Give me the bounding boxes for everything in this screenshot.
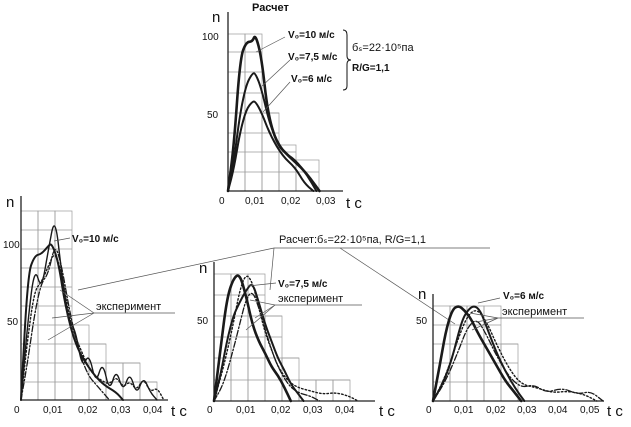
bm-experiment-label: эксперимент bbox=[278, 293, 343, 305]
bl-xtick-003: 0,03 bbox=[111, 405, 131, 416]
bm-label-v75: V₀=7,5 м/с bbox=[278, 279, 328, 290]
br-label-v6: V₀=6 м/с bbox=[503, 291, 545, 302]
bm-series-1-line bbox=[212, 274, 293, 403]
bl-experiment-label: эксперимент bbox=[96, 301, 161, 313]
br-axes bbox=[432, 294, 604, 402]
top-xlabel: t c bbox=[346, 195, 362, 212]
bl-xtick-002: 0,02 bbox=[78, 405, 98, 416]
bl-xtick-0: 0 bbox=[14, 405, 20, 416]
br-ytick-50: 50 bbox=[416, 316, 428, 327]
top-series-group bbox=[226, 35, 321, 193]
br-ylabel: n bbox=[418, 286, 426, 303]
bottom-header: Расчет:бₛ=22·10⁵па, R/G=1,1 bbox=[77, 234, 490, 325]
bl-chart: n t c 100 50 0 0,01 0,02 0,03 0,04 V₀=10… bbox=[3, 194, 187, 420]
top-series-2-line bbox=[227, 72, 318, 192]
bottom-header-text: Расчет:бₛ=22·10⁵па, R/G=1,1 bbox=[279, 234, 426, 246]
bm-xtick-003: 0,03 bbox=[303, 405, 323, 416]
bm-xtick-002: 0,02 bbox=[271, 405, 291, 416]
top-ylabel: n bbox=[212, 9, 220, 26]
bl-series-3-line bbox=[20, 254, 165, 401]
top-xtick-0: 0 bbox=[219, 196, 225, 207]
bm-ytick-50: 50 bbox=[197, 316, 209, 327]
bl-ylabel: n bbox=[6, 194, 14, 211]
bm-xtick-004: 0,04 bbox=[335, 405, 355, 416]
top-ytick-100: 100 bbox=[202, 32, 219, 43]
top-chart-title: Расчет bbox=[252, 2, 290, 14]
top-label-v75: V₀=7,5 м/с bbox=[288, 52, 338, 63]
bm-series-group bbox=[212, 274, 359, 403]
bm-xlabel: t c bbox=[379, 403, 395, 420]
bl-xtick-001: 0,01 bbox=[43, 405, 63, 416]
br-xlabel: t c bbox=[607, 403, 623, 420]
br-series-3-line bbox=[432, 310, 598, 402]
bl-axes bbox=[20, 196, 168, 401]
bl-series-1-line bbox=[20, 243, 124, 401]
br-xtick-002: 0,02 bbox=[486, 405, 506, 416]
bm-series-4-line bbox=[213, 292, 321, 402]
top-ratio: R/G=1,1 bbox=[352, 63, 390, 74]
top-xtick-002: 0,02 bbox=[281, 196, 301, 207]
bl-xlabel: t c bbox=[171, 403, 187, 420]
bl-series-4-line bbox=[20, 249, 111, 401]
top-series-1-line bbox=[226, 35, 321, 193]
br-xtick-004: 0,04 bbox=[548, 405, 568, 416]
bm-axes bbox=[213, 262, 375, 402]
bm-ylabel: n bbox=[199, 260, 207, 277]
top-label-v10: V₀=10 м/с bbox=[288, 30, 335, 41]
top-sigma: бₛ=22·10⁵па bbox=[352, 42, 414, 54]
br-xtick-0: 0 bbox=[426, 405, 432, 416]
top-axes bbox=[227, 12, 343, 192]
br-xtick-005: 0,05 bbox=[580, 405, 600, 416]
bm-chart: n t c 50 0 0,01 0,02 0,03 0,04 V₀=7,5 м/… bbox=[197, 260, 395, 420]
br-experiment-label: эксперимент bbox=[502, 306, 567, 318]
bl-ytick-100: 100 bbox=[3, 240, 20, 251]
top-brace bbox=[342, 29, 352, 91]
br-grid bbox=[432, 305, 519, 402]
br-series-4-line bbox=[432, 320, 604, 402]
top-chart: Расчет n t c 100 50 0 0,01 0,02 0,03 bbox=[202, 2, 414, 212]
br-chart: n t c 50 0 0,01 0,02 0,03 0,04 0,05 V₀=6… bbox=[416, 286, 623, 420]
bl-xtick-004: 0,04 bbox=[143, 405, 163, 416]
top-xtick-001: 0,01 bbox=[245, 196, 265, 207]
bm-xtick-0: 0 bbox=[207, 405, 213, 416]
top-series-3-line bbox=[227, 100, 315, 192]
top-label-v6: V₀=6 м/с bbox=[291, 74, 333, 85]
bm-xtick-001: 0,01 bbox=[236, 405, 256, 416]
bl-ytick-50: 50 bbox=[7, 317, 19, 328]
br-xtick-001: 0,01 bbox=[454, 405, 474, 416]
br-series-1-line bbox=[431, 305, 523, 403]
br-series-group bbox=[431, 305, 604, 403]
top-ytick-50: 50 bbox=[207, 110, 219, 121]
bl-series-group bbox=[20, 225, 165, 401]
bl-label-v10: V₀=10 м/с bbox=[72, 234, 119, 245]
br-xtick-003: 0,03 bbox=[517, 405, 537, 416]
top-xtick-003: 0,03 bbox=[316, 196, 336, 207]
